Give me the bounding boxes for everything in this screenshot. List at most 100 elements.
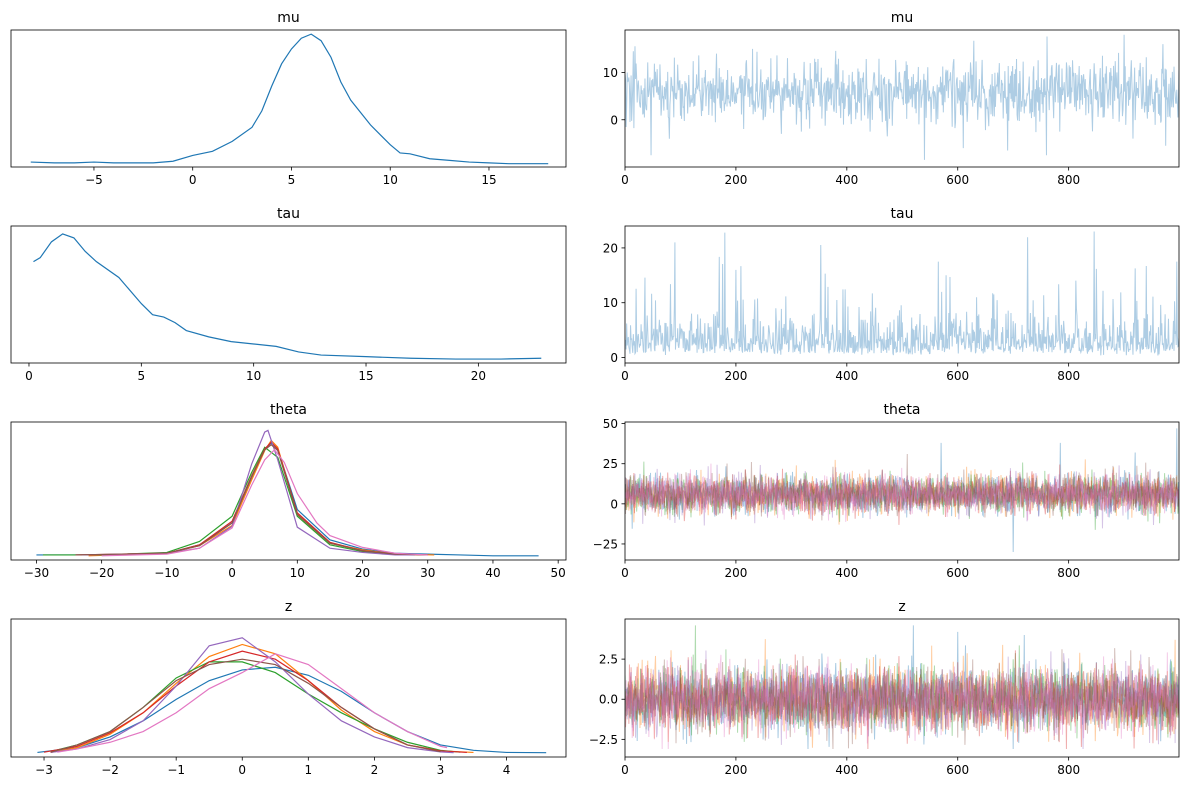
mu-density-xtick-label-0: −5 [85,173,103,187]
z-trace-plot-area [625,625,1179,749]
mu-density-title: mu [277,10,300,26]
z-trace-chain-2 [625,625,1179,742]
mu-density-panel: mu −5 0 5 10 15 [10,10,567,187]
theta-density-xtick-label-2: −10 [154,566,179,580]
tau-density-xtick-label-4: 20 [471,369,486,383]
tau-trace-panel: tau 0 200 400 600 800 0 10 20 [603,206,1180,383]
mu-density-xtick-label-1: 0 [189,173,197,187]
theta-trace-ytick-label-0: −25 [593,537,618,551]
theta-density-xtick-label-4: 10 [290,566,305,580]
tau-density-xtick-label-2: 10 [246,369,261,383]
tau-trace-xtick-label-2: 400 [835,369,858,383]
mu-trace-title: mu [891,10,914,26]
z-trace-xtick-label-3: 600 [946,763,969,777]
z-density-xtick-label-1: −2 [101,763,119,777]
tau-density-plot-area [33,233,542,360]
z-trace-title: z [898,599,905,615]
theta-trace-ytick-label-3: 50 [603,417,618,431]
theta-trace-chain-2 [625,461,1179,530]
tau-trace-title: tau [891,206,914,222]
tau-density-xtick-label-3: 15 [358,369,373,383]
z-trace-ytick-label-2: 2.5 [599,653,618,667]
tau-trace-axes-frame [624,225,1180,364]
z-density-xtick-label-6: 3 [437,763,445,777]
tau-density-xtick-label-0: 0 [25,369,33,383]
z-density-panel: z −3 −2 −1 0 1 2 3 4 [10,599,567,777]
z-density-series-6 [57,653,448,753]
mu-density-xtick-label-3: 10 [383,173,398,187]
theta-trace-chain-6 [625,463,1179,522]
theta-density-series-3 [75,441,428,556]
theta-density-xtick-label-0: −30 [24,566,49,580]
mu-trace-ytick-label-0: 0 [610,113,618,127]
z-density-xtick-label-4: 1 [305,763,313,777]
z-density-xtick-label-0: −3 [35,763,53,777]
theta-density-xtick-label-3: 0 [228,566,236,580]
theta-trace-chain-0 [625,428,1179,552]
mu-trace-ytick-label-1: 10 [603,66,618,80]
tau-trace-chain-0 [625,231,1179,356]
theta-density-series-5 [75,443,428,556]
theta-density-series-2 [42,446,415,556]
z-trace-chain-4 [625,650,1179,749]
theta-trace-xtick-label-3: 600 [946,566,969,580]
tau-trace-xtick-label-1: 200 [724,369,747,383]
theta-trace-chain-5 [625,453,1179,521]
theta-density-xtick-label-8: 50 [551,566,566,580]
theta-trace-chain-4 [625,464,1179,529]
z-density-series-4 [50,637,454,754]
tau-trace-xtick-label-3: 600 [946,369,969,383]
mu-density-xtick-label-2: 5 [288,173,296,187]
theta-density-xtick-label-7: 40 [485,566,500,580]
mu-trace-xtick-label-4: 800 [1057,173,1080,187]
theta-trace-xtick-label-1: 200 [724,566,747,580]
tau-density-xtick-label-1: 5 [138,369,146,383]
z-density-series-0 [37,666,547,754]
z-density-xtick-label-2: −1 [167,763,185,777]
mu-density-series-0 [30,33,549,165]
z-trace-chain-3 [625,650,1179,749]
z-density-title: z [285,599,292,615]
theta-density-xtick-label-1: −20 [89,566,114,580]
tau-trace-plot-area [625,231,1179,356]
theta-density-series-6 [101,448,428,557]
theta-trace-ytick-label-1: 0 [610,497,618,511]
tau-trace-ytick-label-1: 10 [603,296,618,310]
theta-trace-chain-1 [625,459,1179,525]
mu-trace-plot-area [625,34,1179,160]
theta-trace-panel: theta 0 200 400 600 800 −25 0 25 50 [593,402,1180,580]
theta-density-plot-area [36,429,539,557]
theta-trace-ytick-label-2: 25 [603,457,618,471]
theta-trace-plot-area [625,428,1179,552]
theta-trace-xtick-label-4: 800 [1057,566,1080,580]
mu-trace-xtick-label-3: 600 [946,173,969,187]
mu-trace-xtick-label-2: 400 [835,173,858,187]
z-trace-axes-frame [624,618,1180,758]
z-density-series-5 [50,658,441,753]
z-trace-xtick-label-2: 400 [835,763,858,777]
mu-density-xtick-label-4: 15 [481,173,496,187]
tau-density-axes-frame [10,225,567,364]
z-trace-chain-6 [625,652,1179,749]
z-density-plot-area [37,637,547,754]
z-trace-chain-1 [625,639,1179,748]
mu-density-plot-area [30,33,549,165]
mu-trace-axes-frame [624,29,1180,168]
theta-density-xtick-label-5: 20 [355,566,370,580]
z-trace-chain-5 [625,648,1179,749]
z-trace-xtick-label-0: 0 [621,763,629,777]
tau-trace-ytick-label-0: 0 [610,351,618,365]
tau-trace-xtick-label-0: 0 [621,369,629,383]
z-density-xtick-label-3: 0 [238,763,246,777]
z-trace-xtick-label-1: 200 [724,763,747,777]
theta-trace-title: theta [883,402,920,418]
z-density-xtick-label-7: 4 [503,763,511,777]
theta-density-xtick-label-6: 30 [420,566,435,580]
mu-density-axes-frame [10,29,567,168]
z-density-xtick-label-5: 2 [371,763,379,777]
tau-density-title: tau [277,206,300,222]
theta-trace-xtick-label-2: 400 [835,566,858,580]
tau-density-series-0 [33,233,542,360]
mu-trace-panel: mu 0 200 400 600 800 0 10 [603,10,1180,187]
